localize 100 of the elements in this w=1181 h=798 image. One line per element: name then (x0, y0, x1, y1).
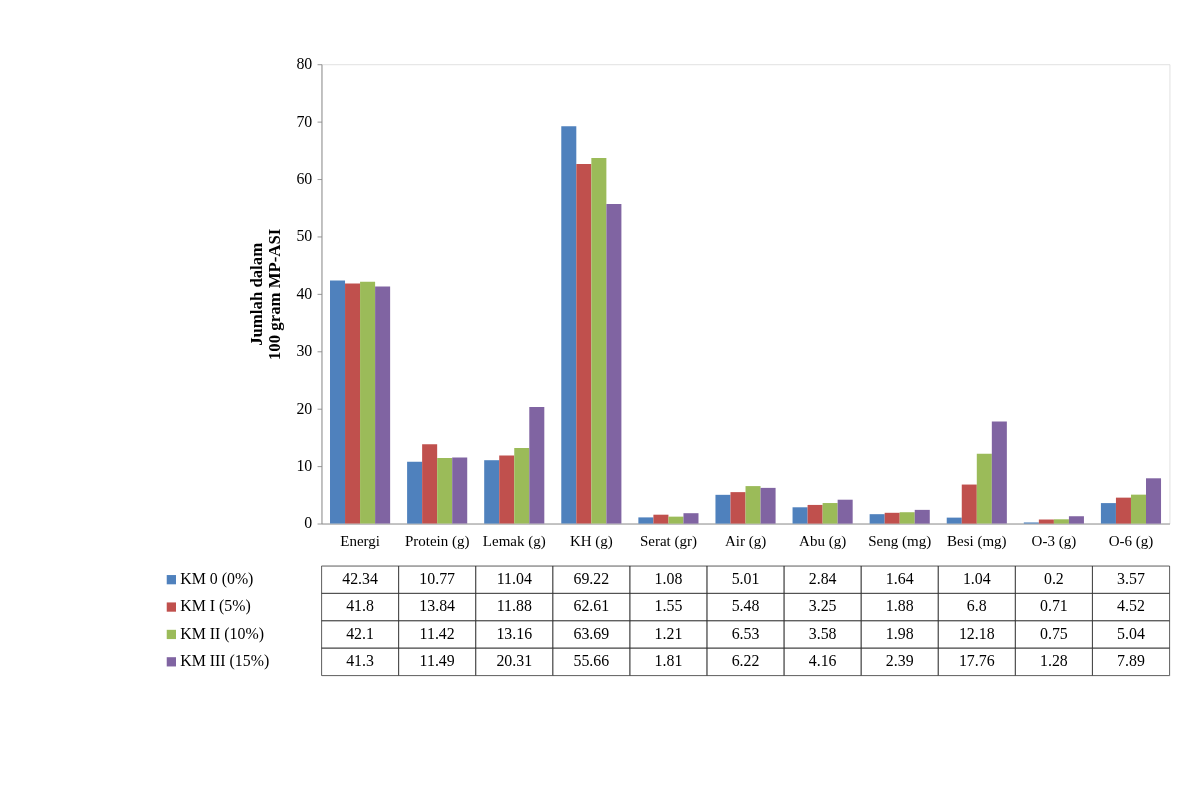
data-label: 11.49 (419, 652, 455, 670)
bar (1038, 519, 1054, 524)
bar (606, 204, 622, 524)
bar (407, 461, 423, 524)
bar (715, 494, 731, 524)
y-tick-label: 80 (296, 55, 313, 73)
data-label: 5.48 (731, 597, 760, 615)
bar (1146, 478, 1162, 524)
data-label: 11.88 (496, 597, 532, 615)
bar (1100, 503, 1116, 524)
data-label: 7.89 (1117, 652, 1145, 670)
bar (976, 453, 992, 524)
bar (961, 484, 977, 524)
y-tick-label: 70 (296, 112, 313, 130)
bar (869, 514, 885, 524)
bar (730, 492, 746, 524)
bar (668, 516, 684, 524)
data-label: 0.2 (1043, 570, 1064, 588)
legend-label: KM 0 (0%) (180, 570, 254, 589)
y-tick-label: 0 (304, 514, 313, 532)
x-tick-label: Serat (gr) (639, 533, 697, 551)
y-axis-title: Jumlah dalam 100 gram MP-ASI (246, 228, 285, 361)
data-label: 1.28 (1039, 652, 1068, 670)
bar (360, 281, 376, 524)
bar (991, 421, 1007, 524)
bar (437, 458, 453, 524)
bar (745, 486, 761, 524)
bar (345, 283, 361, 524)
bar (514, 448, 530, 524)
data-label: 11.42 (419, 624, 455, 642)
data-label: 17.76 (958, 652, 995, 670)
bar (822, 503, 838, 524)
bar (683, 513, 699, 524)
data-label: 3.25 (808, 597, 837, 615)
data-label: 1.98 (885, 624, 914, 642)
y-tick-label: 50 (296, 227, 313, 245)
data-label: 2.39 (885, 652, 914, 670)
data-label: 2.84 (808, 570, 837, 588)
bar (638, 517, 654, 524)
data-label: 62.61 (573, 597, 610, 615)
data-label: 4.52 (1117, 597, 1145, 615)
bar (946, 517, 962, 524)
x-tick-label: Lemak (g) (482, 533, 546, 551)
data-label: 13.16 (496, 624, 533, 642)
bar (375, 286, 391, 524)
y-tick-label: 10 (296, 457, 313, 475)
bar (452, 457, 468, 524)
data-label: 55.66 (573, 652, 610, 670)
x-tick-label: Protein (g) (404, 533, 470, 551)
data-label: 3.58 (808, 624, 837, 642)
data-label: 6.8 (966, 597, 987, 615)
bar (792, 507, 808, 524)
bar (1068, 516, 1084, 524)
bar (561, 126, 577, 524)
data-label: 13.84 (419, 597, 456, 615)
data-label: 69.22 (573, 570, 610, 588)
data-label: 6.22 (731, 652, 760, 670)
x-tick-label: Abu (g) (799, 533, 847, 551)
bar (899, 512, 915, 524)
x-tick-label: Besi (mg) (947, 533, 1007, 551)
y-tick-label: 40 (296, 284, 313, 302)
x-tick-label: O-3 (g) (1031, 533, 1077, 551)
data-label: 1.64 (885, 570, 914, 588)
bar (422, 444, 438, 524)
bar (837, 499, 853, 524)
bar (330, 280, 346, 524)
data-label: 0.75 (1039, 624, 1068, 642)
legend-label: KM III (15%) (180, 652, 270, 671)
data-label: 5.01 (731, 570, 760, 588)
data-label: 1.55 (654, 597, 683, 615)
x-tick-label: KH (g) (569, 533, 613, 551)
bar (591, 157, 607, 524)
y-tick-label: 30 (296, 342, 313, 360)
bar (1053, 519, 1069, 524)
data-label: 4.16 (808, 652, 837, 670)
data-label: 0.71 (1039, 597, 1068, 615)
bar (529, 406, 545, 524)
y-tick-label: 20 (296, 399, 313, 417)
bar (760, 487, 776, 524)
x-tick-label: Seng (mg) (868, 533, 932, 551)
bar (484, 460, 500, 524)
data-label: 42.1 (346, 624, 374, 642)
bar (1115, 497, 1131, 524)
data-label: 3.57 (1117, 570, 1145, 588)
x-tick-label: O-6 (g) (1108, 533, 1154, 551)
data-label: 1.81 (654, 652, 683, 670)
data-label: 20.31 (496, 652, 533, 670)
data-label: 41.3 (346, 652, 375, 670)
bar (499, 455, 515, 524)
bar (914, 509, 930, 524)
bar (653, 514, 669, 524)
legend-label: KM II (10%) (180, 624, 264, 643)
data-label: 11.04 (496, 570, 532, 588)
bar (884, 512, 900, 524)
data-label: 5.04 (1117, 624, 1145, 642)
data-label: 6.53 (731, 624, 760, 642)
data-label: 41.8 (346, 597, 375, 615)
data-label: 1.08 (654, 570, 683, 588)
x-tick-label: Energi (340, 533, 380, 550)
bar (1130, 494, 1146, 524)
